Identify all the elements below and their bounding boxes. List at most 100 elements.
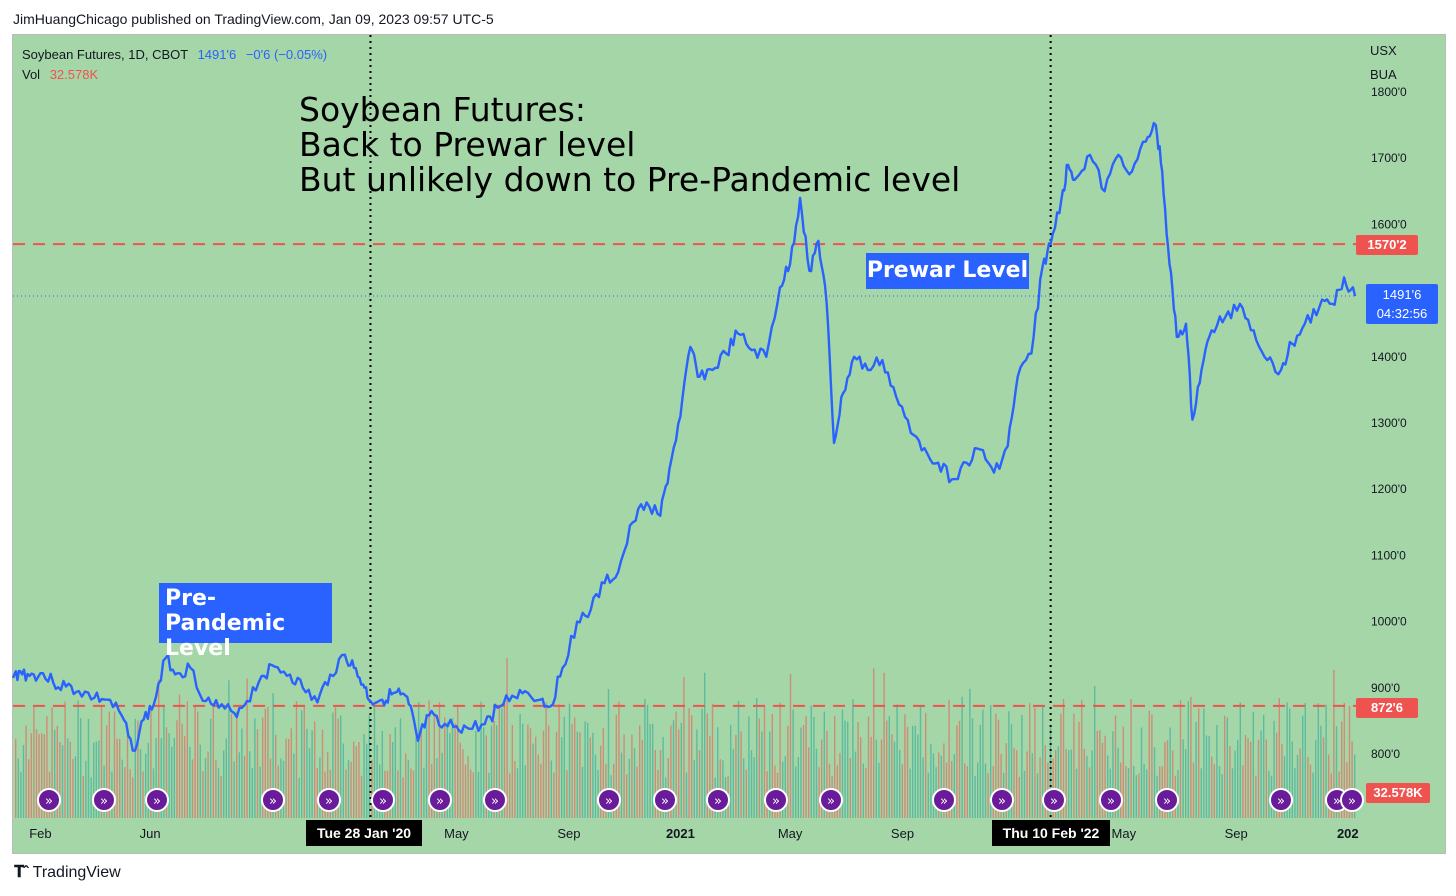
volume-bar — [925, 712, 927, 818]
volume-bar — [184, 735, 186, 818]
volume-bar — [477, 771, 480, 818]
volume-bar — [340, 715, 342, 818]
volume-bar — [1070, 749, 1072, 818]
pre-pandemic-label[interactable]: Pre-Pandemic Level — [159, 583, 332, 661]
volume-bar — [423, 767, 425, 818]
volume-bar — [579, 732, 581, 818]
volume-bar — [163, 704, 165, 818]
footer-brand[interactable]: 𝐓ˆ TradingView — [14, 864, 121, 882]
volume-bar — [178, 694, 181, 818]
volume-bar — [802, 725, 805, 818]
volume-bar — [1065, 749, 1067, 818]
volume-bar — [1203, 708, 1205, 818]
volume-bar — [108, 711, 110, 818]
volume-bar — [1151, 714, 1153, 818]
volume-bar — [906, 726, 909, 818]
event-arrow-icon: » — [940, 794, 948, 809]
x-tick-label: Feb — [29, 826, 51, 841]
volume-bars — [15, 658, 1356, 818]
volume-bar — [230, 713, 233, 818]
volume-bar — [841, 709, 844, 818]
event-arrow-icon: » — [269, 794, 277, 809]
volume-bar — [1247, 738, 1249, 818]
volume-bar — [100, 706, 103, 818]
volume-bar — [74, 756, 77, 818]
volume-bar — [893, 741, 896, 818]
vertical-markers — [369, 35, 1052, 818]
volume-bar — [1018, 776, 1020, 818]
symbol-name[interactable]: Soybean Futures, 1D, CBOT — [22, 47, 188, 62]
volume-bar — [675, 711, 677, 818]
volume-bar — [207, 751, 209, 818]
volume-bar — [888, 716, 890, 818]
prewar-label[interactable]: Prewar Level — [866, 253, 1029, 289]
volume-bar — [691, 715, 693, 818]
volume-bar — [462, 749, 464, 818]
volume-label[interactable]: Vol — [22, 67, 41, 82]
volume-bar — [1281, 743, 1283, 818]
volume-bar — [589, 737, 591, 818]
date-tag-jan-2020: Tue 28 Jan '20 — [306, 820, 422, 846]
volume-bar — [1013, 748, 1015, 818]
volume-bar — [1309, 764, 1312, 818]
volume-bar — [813, 716, 815, 818]
volume-bar — [1218, 766, 1221, 818]
volume-bar — [360, 775, 363, 818]
volume-bar — [1265, 739, 1267, 818]
volume-bar — [1112, 731, 1114, 818]
volume-bar — [964, 763, 966, 818]
volume-bar — [347, 760, 350, 818]
volume-bar — [1120, 762, 1122, 818]
volume-bar — [243, 755, 246, 818]
volume-bar — [779, 702, 781, 818]
volume-bar — [763, 706, 766, 818]
volume-bar — [236, 711, 238, 818]
event-icon — [1155, 788, 1179, 812]
volume-bar — [633, 748, 636, 818]
volume-bar — [186, 701, 188, 818]
volume-bar — [1031, 753, 1033, 818]
volume-bar — [275, 734, 277, 818]
event-arrow-icon: » — [1163, 794, 1171, 809]
volume-bar — [54, 729, 56, 818]
event-arrow-icon: » — [100, 794, 108, 809]
volume-bar — [1322, 737, 1325, 818]
volume-bar — [1198, 708, 1200, 818]
event-icon — [483, 788, 507, 812]
volume-bar — [350, 761, 352, 818]
volume-bar — [620, 752, 623, 818]
event-arrow-icon: » — [379, 794, 387, 809]
volume-bar — [197, 711, 199, 818]
volume-bar — [571, 723, 573, 818]
x-tick-label: 2021 — [666, 826, 695, 841]
volume-bar — [158, 679, 160, 818]
volume-bar — [943, 743, 945, 818]
volume-bar — [259, 766, 261, 818]
volume-bar — [756, 698, 758, 818]
volume-bar — [1026, 751, 1028, 818]
chart-frame[interactable] — [12, 34, 1446, 854]
volume-bar — [56, 725, 58, 818]
volume-bar — [1114, 715, 1117, 818]
volume-bar — [1244, 735, 1247, 818]
volume-bar — [1127, 768, 1130, 818]
volume-bar — [1099, 730, 1101, 818]
volume-bar — [847, 721, 849, 818]
volume-bar — [1351, 741, 1353, 818]
volume-bar — [852, 699, 854, 818]
volume-bar — [82, 776, 84, 818]
event-icon — [653, 788, 677, 812]
event-icon — [371, 788, 395, 812]
volume-bar — [896, 704, 898, 818]
volume-bar — [800, 727, 802, 818]
volume-bar — [113, 711, 116, 818]
volume-bar — [748, 716, 750, 818]
volume-bar — [938, 752, 940, 818]
volume-bar — [823, 711, 825, 818]
volume-bar — [652, 723, 654, 818]
volume-bar — [472, 772, 474, 818]
event-icon — [317, 788, 341, 812]
volume-bar — [306, 728, 308, 818]
volume-bar — [826, 730, 828, 818]
